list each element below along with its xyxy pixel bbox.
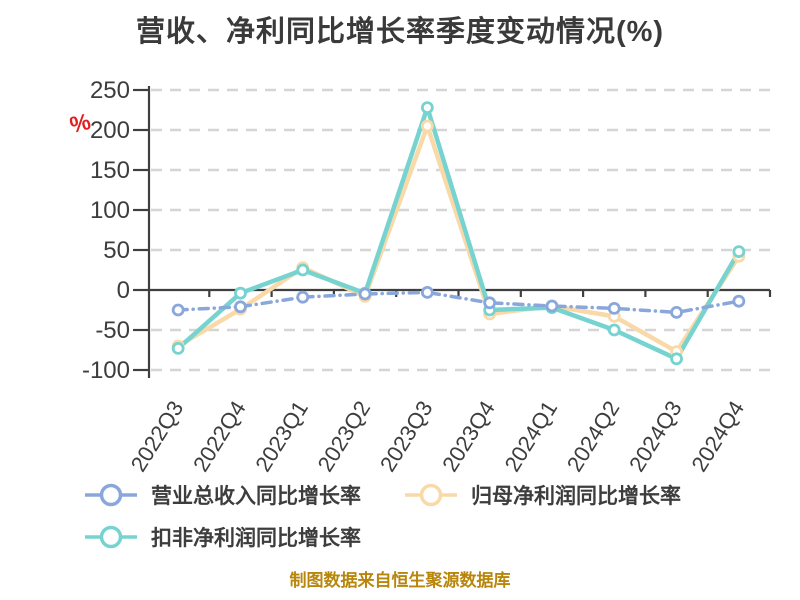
- y-tick-label: -50: [95, 317, 130, 344]
- y-tick-label: 200: [90, 117, 130, 144]
- legend-item-revenue-growth: 营业总收入同比增长率: [83, 480, 361, 510]
- data-point-marker: [420, 101, 434, 114]
- data-point-marker: [171, 303, 185, 317]
- legend-label-deducted-net-profit-growth: 扣非净利润同比增长率: [151, 527, 361, 550]
- data-point-marker: [296, 263, 310, 277]
- data-point-marker: [607, 301, 621, 315]
- y-tick-label: 100: [90, 197, 130, 224]
- x-tick-label: 2023Q2: [313, 396, 376, 476]
- x-tick-label: 2023Q3: [375, 396, 438, 476]
- data-point-marker: [358, 287, 372, 301]
- y-tick-label: 250: [90, 77, 130, 104]
- y-tick-label: 0: [117, 277, 130, 304]
- legend-label-revenue-growth: 营业总收入同比增长率: [151, 485, 361, 508]
- data-point-marker: [670, 305, 683, 319]
- data-point-marker: [420, 285, 434, 299]
- legend-marker-deducted-net-profit-growth: [85, 525, 137, 549]
- data-point-marker: [670, 352, 683, 366]
- legend-marker-net-profit-growth: [405, 483, 457, 507]
- x-tick-label: 2023Q1: [250, 396, 313, 476]
- y-tick-label: 50: [103, 237, 130, 264]
- legend-label-net-profit-growth: 归母净利润同比增长率: [471, 485, 681, 508]
- series-line: [175, 123, 742, 354]
- x-tick-label: 2022Q3: [126, 396, 189, 476]
- y-tick-label: -100: [82, 357, 130, 384]
- data-point-marker: [483, 296, 497, 310]
- legend-item-net-profit-growth: 归母净利润同比增长率: [403, 480, 681, 510]
- data-source-note: 制图数据来自恒生聚源数据库: [289, 571, 511, 590]
- data-point-marker: [732, 294, 746, 308]
- legend-item-deducted-net-profit-growth: 扣非净利润同比增长率: [83, 522, 361, 552]
- x-tick-label: 2024Q4: [686, 396, 749, 476]
- y-tick-label: 150: [90, 157, 130, 184]
- data-point-marker: [296, 290, 310, 304]
- x-tick-label: 2022Q4: [188, 396, 251, 476]
- data-point-marker: [171, 341, 185, 355]
- x-tick-label: 2024Q1: [499, 396, 562, 476]
- chart-title: 营收、净利同比增长率季度变动情况(%): [135, 16, 665, 48]
- data-point-marker: [545, 299, 559, 313]
- series-line: [176, 290, 741, 315]
- data-point-marker: [732, 245, 746, 259]
- data-point-marker: [607, 323, 621, 337]
- data-point-marker: [234, 300, 247, 314]
- legend-marker-revenue-growth: [85, 483, 137, 507]
- data-point-marker: [234, 286, 247, 300]
- x-tick-label: 2024Q3: [624, 396, 687, 476]
- x-tick-label: 2024Q2: [562, 396, 625, 476]
- series-line: [175, 105, 742, 362]
- data-point-marker: [420, 119, 434, 133]
- x-tick-label: 2023Q4: [437, 396, 500, 476]
